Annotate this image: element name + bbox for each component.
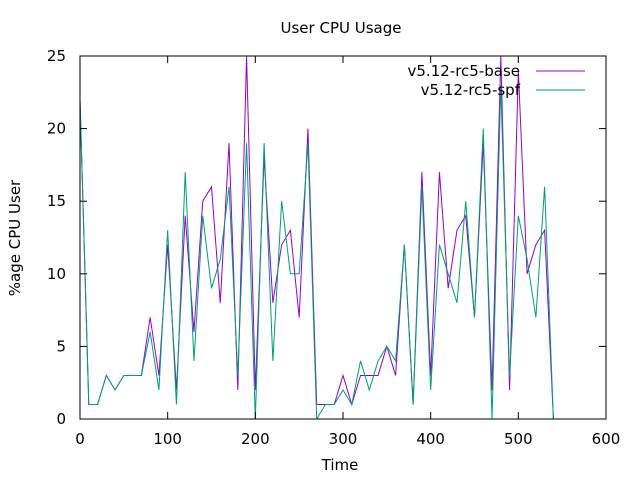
- x-tick-label: 500: [504, 430, 533, 448]
- chart-title: User CPU Usage: [281, 19, 402, 37]
- x-axis-title: Time: [321, 456, 359, 474]
- y-tick-label: 5: [56, 337, 66, 355]
- x-tick-label: 100: [153, 430, 182, 448]
- y-axis: 0 5 10 15 20 25: [47, 47, 606, 428]
- x-tick-label: 0: [75, 430, 85, 448]
- x-tick-label: 200: [241, 430, 270, 448]
- plot-border: [79, 55, 607, 420]
- x-tick-label: 300: [329, 430, 358, 448]
- series-line-2: [80, 85, 554, 419]
- plot-lines: [80, 56, 554, 419]
- x-tick-label: 600: [592, 430, 621, 448]
- x-tick-label: 400: [416, 430, 445, 448]
- y-tick-label: 25: [47, 47, 66, 65]
- y-tick-label: 15: [47, 192, 66, 210]
- y-axis-title: %age CPU User: [6, 179, 24, 296]
- legend-label-1: v5.12-rc5-base: [408, 62, 521, 80]
- y-tick-label: 0: [56, 410, 66, 428]
- y-tick-label: 20: [47, 120, 66, 138]
- y-tick-label: 10: [47, 265, 66, 283]
- legend-label-2: v5.12-rc5-spf: [421, 81, 521, 99]
- series-line-1: [80, 56, 554, 419]
- x-axis: 0 100 200 300 400 500 600: [75, 56, 620, 448]
